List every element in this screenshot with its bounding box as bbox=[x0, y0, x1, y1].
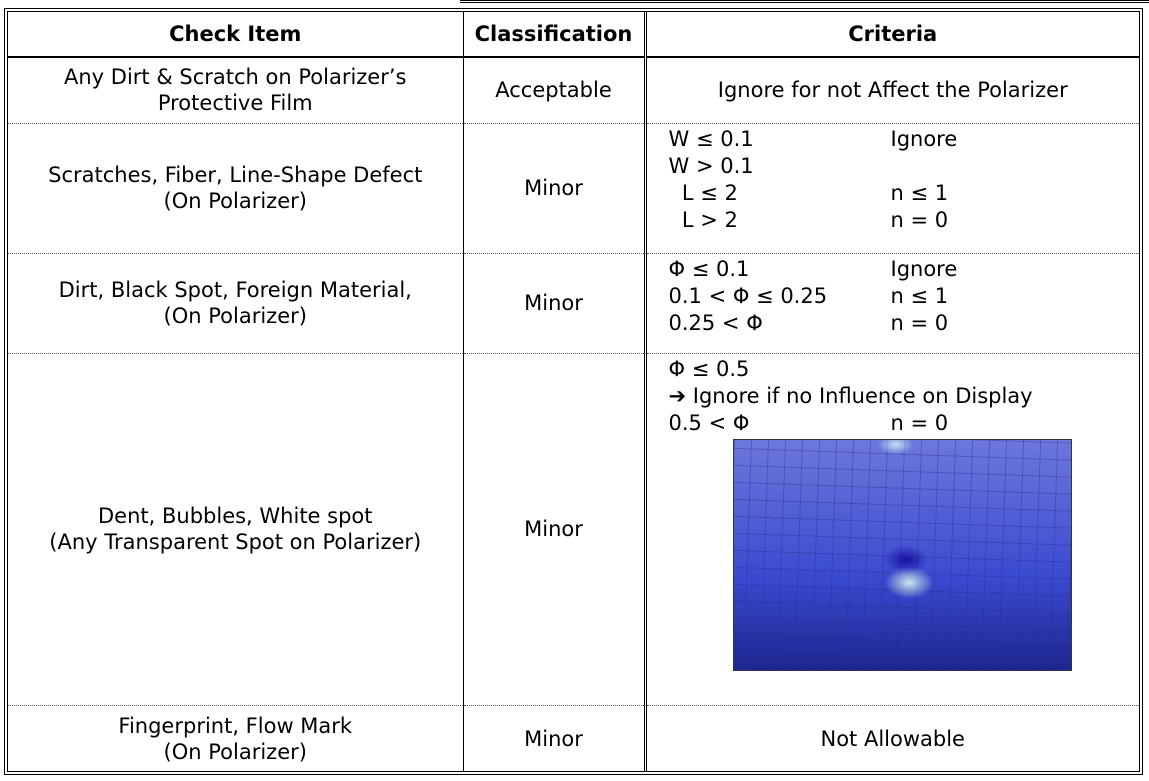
table-row: Dent, Bubbles, White spot (Any Transparen… bbox=[8, 352, 1140, 705]
table-row: Any Dirt & Scratch on Polarizer’s Protect… bbox=[8, 56, 1139, 123]
check-item-cell: Dirt, Black Spot, Foreign Material, (On P… bbox=[8, 252, 464, 353]
criteria-line: W > 0.1 bbox=[669, 153, 1140, 180]
check-item-cell: Scratches, Fiber, Line-Shape Defect (On P… bbox=[8, 122, 464, 253]
criteria-condition: L ≤ 2 bbox=[668, 180, 738, 205]
header-cell: Classification bbox=[463, 12, 647, 58]
criteria-line: ➔ Ignore if no Influence on Display bbox=[669, 383, 1140, 410]
criteria-condition: L > 2 bbox=[668, 207, 738, 232]
top-border bbox=[460, 0, 1149, 7]
criteria-line: 0.1 < Φ ≤ 0.25 n ≤ 1 bbox=[669, 283, 1140, 310]
classification-cell: Acceptable bbox=[463, 56, 647, 123]
criteria-condition: 0.25 < Φ bbox=[668, 310, 763, 335]
criteria-limit: n = 0 bbox=[890, 310, 949, 335]
classification-cell: Minor bbox=[463, 122, 647, 253]
criteria-line: 0.5 < Φ n = 0 bbox=[669, 410, 1140, 437]
check-item-line: Fingerprint, Flow Mark bbox=[118, 713, 353, 738]
criteria-cell: Φ ≤ 0.1 Ignore 0.1 < Φ ≤ 0.25 n ≤ 1 0.25 < Φ… bbox=[645, 252, 1140, 353]
criteria-limit: n ≤ 1 bbox=[890, 283, 949, 308]
check-item-line: Protective Film bbox=[157, 91, 313, 116]
table-frame: Check Item Classification Criteria Any D… bbox=[4, 8, 1143, 775]
criteria-condition: Φ ≤ 0.1 bbox=[668, 256, 750, 281]
classification-cell: Minor bbox=[463, 252, 647, 353]
criteria-line: W ≤ 0.1 Ignore bbox=[669, 126, 1140, 153]
criteria-limit: n = 0 bbox=[890, 410, 949, 435]
inspection-table: Check Item Classification Criteria Any D… bbox=[8, 12, 1139, 772]
check-item-cell: Dent, Bubbles, White spot (Any Transparen… bbox=[8, 352, 464, 705]
classification-cell: Minor bbox=[463, 704, 647, 772]
criteria-limit: Ignore bbox=[890, 256, 958, 281]
check-item-line: Scratches, Fiber, Line-Shape Defect bbox=[48, 163, 423, 187]
header-cell: Check Item bbox=[8, 12, 464, 58]
criteria-cell: Φ ≤ 0.5 ➔ Ignore if no Influence on Displ… bbox=[645, 352, 1140, 705]
criteria-line: 0.25 < Φ n = 0 bbox=[669, 310, 1140, 337]
criteria-cell: Not Allowable bbox=[645, 704, 1139, 772]
check-item-line: Any Dirt & Scratch on Polarizer’s bbox=[64, 65, 407, 90]
check-item-line: Dirt, Black Spot, Foreign Material, bbox=[58, 278, 412, 302]
check-item-cell: Any Dirt & Scratch on Polarizer’s Protect… bbox=[8, 56, 464, 123]
defect-photo bbox=[732, 438, 1072, 671]
criteria-line: Φ ≤ 0.1 Ignore bbox=[669, 256, 1140, 283]
criteria-condition: W ≤ 0.1 bbox=[668, 126, 754, 151]
check-item-line: (On Polarizer) bbox=[163, 304, 307, 328]
criteria-condition: 0.5 < Φ bbox=[668, 410, 750, 435]
criteria-line: L > 2 n = 0 bbox=[669, 207, 1140, 234]
criteria-condition: Φ ≤ 0.5 bbox=[668, 356, 750, 381]
header-cell: Criteria bbox=[645, 12, 1139, 58]
check-item-cell: Fingerprint, Flow Mark (On Polarizer) bbox=[8, 704, 464, 772]
table-row: Fingerprint, Flow Mark (On Polarizer) Mino… bbox=[8, 704, 1139, 772]
check-item-line: (Any Transparent Spot on Polarizer) bbox=[49, 530, 422, 554]
check-item-line: Dent, Bubbles, White spot bbox=[98, 504, 373, 528]
classification-cell: Minor bbox=[463, 352, 647, 705]
criteria-cell: Ignore for not Affect the Polarizer bbox=[645, 56, 1139, 123]
table-row: Scratches, Fiber, Line-Shape Defect (On P… bbox=[8, 122, 1140, 253]
criteria-condition: 0.1 < Φ ≤ 0.25 bbox=[668, 283, 828, 308]
table-row: Dirt, Black Spot, Foreign Material, (On P… bbox=[8, 252, 1140, 353]
criteria-condition: ➔ Ignore if no Influence on Display bbox=[668, 383, 1033, 408]
criteria-condition: W > 0.1 bbox=[668, 153, 754, 178]
header-row: Check Item Classification Criteria bbox=[8, 12, 1139, 58]
check-item-line: (On Polarizer) bbox=[163, 739, 307, 764]
criteria-cell: W ≤ 0.1 Ignore W > 0.1 L ≤ 2 n ≤ 1 L > 2 n =… bbox=[645, 122, 1140, 253]
criteria-line: Φ ≤ 0.5 bbox=[669, 356, 1140, 383]
criteria-limit: n = 0 bbox=[890, 207, 949, 232]
criteria-line: L ≤ 2 n ≤ 1 bbox=[669, 180, 1140, 207]
check-item-line: (On Polarizer) bbox=[163, 189, 307, 213]
criteria-limit: Ignore bbox=[890, 126, 958, 151]
criteria-limit: n ≤ 1 bbox=[890, 180, 949, 205]
